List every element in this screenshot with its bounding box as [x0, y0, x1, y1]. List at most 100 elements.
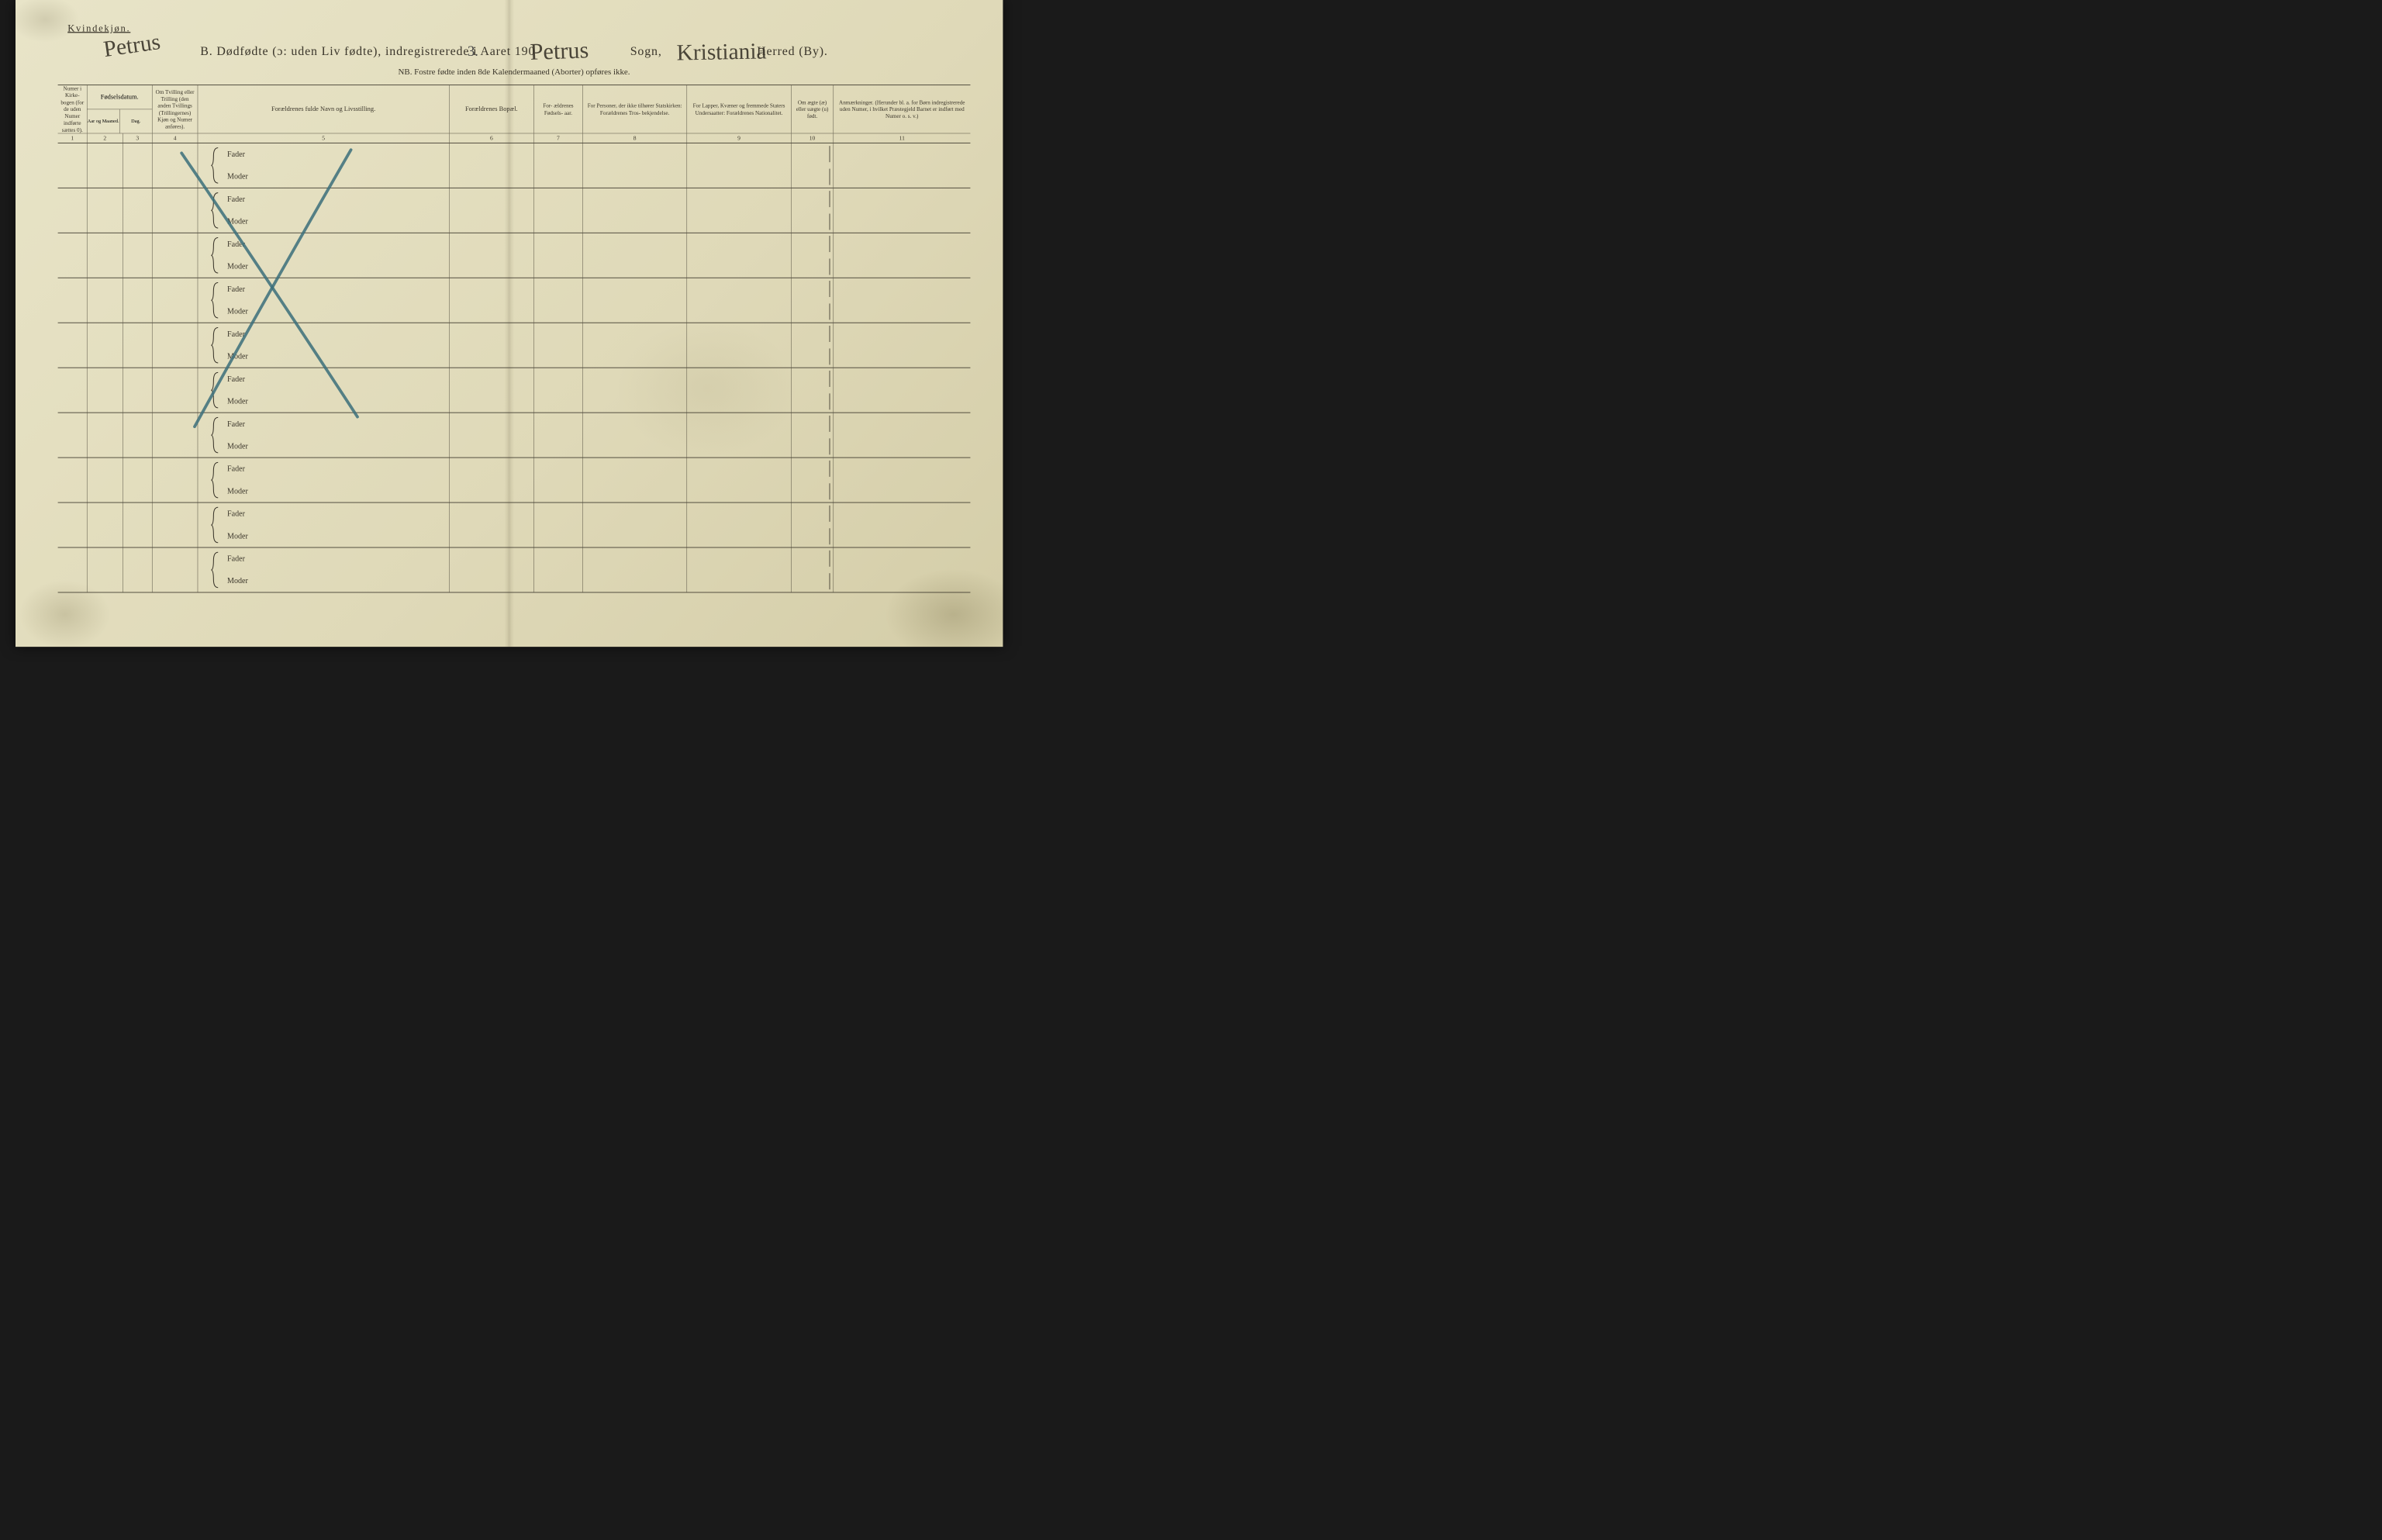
- cell-8: [583, 413, 687, 458]
- cell-10: [791, 188, 834, 233]
- cell-11: [834, 278, 970, 323]
- cell-1: [58, 368, 88, 413]
- cell-4: [152, 502, 198, 547]
- fader-label: Fader: [198, 323, 449, 346]
- cell-4: [152, 368, 198, 413]
- cell-11: [834, 233, 970, 278]
- cell-5: Fader Moder: [198, 547, 449, 592]
- cell-9: [687, 413, 791, 458]
- table-row: Fader Moder: [58, 233, 971, 278]
- cell-3: [123, 547, 153, 592]
- cell-6: [449, 143, 533, 188]
- cell-9: [687, 502, 791, 547]
- moder-label: Moder: [198, 480, 449, 502]
- th-9-text: For Lapper, Kvæner og fremmede Staters U…: [689, 102, 789, 116]
- th-4-text: Om Tvilling eller Trilling (den anden Tv…: [154, 88, 195, 130]
- fader-label: Fader: [198, 233, 449, 256]
- th-7: For- ældrenes Fødsels- aar.: [534, 85, 583, 133]
- cell-1: [58, 458, 88, 502]
- cell-10: [791, 413, 834, 458]
- cell-4: [152, 188, 198, 233]
- fader-label: Fader: [198, 143, 449, 166]
- cell-6: [449, 502, 533, 547]
- cell-10: [791, 143, 834, 188]
- moder-label: Moder: [198, 255, 449, 278]
- moder-label: Moder: [198, 525, 449, 547]
- fader-label: Fader: [198, 502, 449, 525]
- cn-2: 2: [87, 133, 123, 143]
- cn-5: 5: [198, 133, 449, 143]
- cell-7: [534, 368, 583, 413]
- cell-1: [58, 233, 88, 278]
- cell-8: [583, 502, 687, 547]
- moder-label: Moder: [198, 435, 449, 458]
- cell-2: [87, 502, 123, 547]
- cell-3: [123, 368, 153, 413]
- cell-2: [87, 278, 123, 323]
- title-mid: Sogn,: [630, 44, 662, 58]
- title-prefix: B. Dødfødte (ɔ: uden Liv fødte), indregi…: [200, 44, 535, 58]
- cell-5: Fader Moder: [198, 188, 449, 233]
- fader-label: Fader: [198, 188, 449, 211]
- cell-1: [58, 323, 88, 368]
- th-10: Om ægte (æ) eller uægte (u) født.: [791, 85, 834, 133]
- cell-6: [449, 547, 533, 592]
- table-row: Fader Moder: [58, 278, 971, 323]
- cell-4: [152, 143, 198, 188]
- cell-3: [123, 233, 153, 278]
- cell-7: [534, 233, 583, 278]
- cell-7: [534, 188, 583, 233]
- cell-6: [449, 188, 533, 233]
- cell-2: [87, 547, 123, 592]
- cell-9: [687, 458, 791, 502]
- cell-5: Fader Moder: [198, 143, 449, 188]
- fader-label: Fader: [198, 413, 449, 436]
- cell-11: [834, 368, 970, 413]
- cell-4: [152, 278, 198, 323]
- cn-4: 4: [152, 133, 198, 143]
- th-4: Om Tvilling eller Trilling (den anden Tv…: [152, 85, 198, 133]
- cell-10: [791, 502, 834, 547]
- table-header: Numer i Kirke- bogen (for de uden Numer …: [58, 85, 971, 133]
- th-11: Anmærkninger. (Herunder bl. a. for Børn …: [834, 85, 970, 133]
- cell-7: [534, 323, 583, 368]
- cn-6: 6: [449, 133, 533, 143]
- document-page: Kvindekjøn. Petrus 3. Petrus Kristiania …: [16, 0, 1003, 647]
- cell-9: [687, 188, 791, 233]
- cell-7: [534, 278, 583, 323]
- moder-label: Moder: [198, 390, 449, 413]
- table-row: Fader Moder: [58, 143, 971, 188]
- th-6: Forældrenes Bopæl.: [449, 85, 533, 133]
- cell-7: [534, 413, 583, 458]
- cell-11: [834, 323, 970, 368]
- cell-7: [534, 502, 583, 547]
- cell-2: [87, 323, 123, 368]
- cell-2: [87, 368, 123, 413]
- th-1: Numer i Kirke- bogen (for de uden Numer …: [58, 85, 88, 133]
- cell-8: [583, 368, 687, 413]
- cell-3: [123, 278, 153, 323]
- cell-3: [123, 188, 153, 233]
- fader-label: Fader: [198, 368, 449, 391]
- cell-8: [583, 233, 687, 278]
- cell-8: [583, 458, 687, 502]
- cn-7: 7: [534, 133, 583, 143]
- fader-label: Fader: [198, 458, 449, 481]
- moder-label: Moder: [198, 345, 449, 368]
- cell-8: [583, 143, 687, 188]
- cell-1: [58, 502, 88, 547]
- cell-11: [834, 547, 970, 592]
- cell-8: [583, 188, 687, 233]
- cell-4: [152, 547, 198, 592]
- th-3: Dag.: [119, 109, 152, 133]
- cell-8: [583, 323, 687, 368]
- form-title: B. Dødfødte (ɔ: uden Liv fødte), indregi…: [58, 44, 971, 58]
- cell-6: [449, 278, 533, 323]
- th-8: For Personer, der ikke tilhører Statskir…: [583, 85, 687, 133]
- cell-2: [87, 188, 123, 233]
- cell-11: [834, 188, 970, 233]
- nb-note: NB. Fostre fødte inden 8de Kalendermaane…: [58, 67, 971, 77]
- cell-1: [58, 188, 88, 233]
- th-5: Forældrenes fulde Navn og Livsstilling.: [198, 85, 449, 133]
- cn-8: 8: [583, 133, 687, 143]
